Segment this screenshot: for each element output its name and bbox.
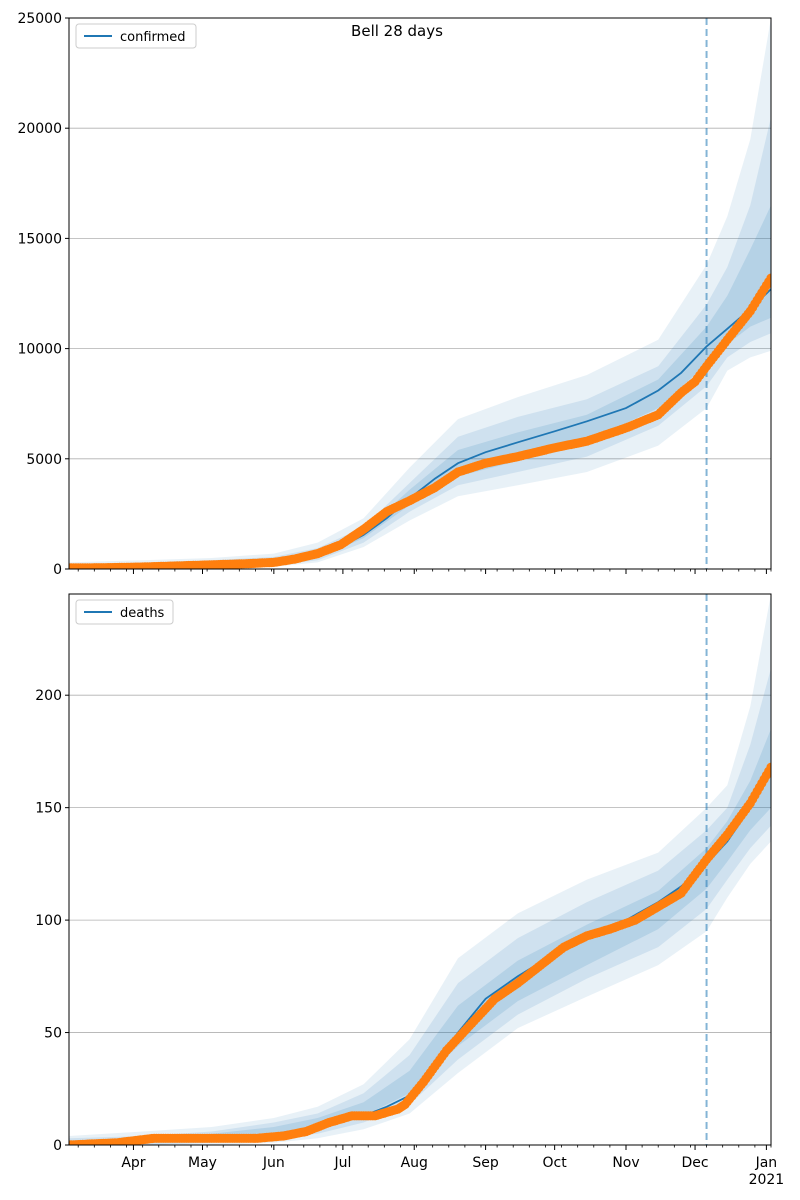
observed-point	[766, 762, 771, 772]
uncertainty-band	[69, 594, 771, 1145]
x-tick-sublabel: 2021	[749, 1172, 785, 1188]
legend-label: deaths	[120, 606, 165, 621]
axes-frame	[68, 17, 772, 570]
y-tick-label: 50	[44, 1026, 62, 1042]
y-tick-label: 0	[53, 1138, 62, 1154]
y-tick-label: 100	[35, 913, 62, 929]
y-tick-label: 20000	[17, 121, 62, 137]
legend-box	[75, 599, 174, 625]
y-tick-label: 150	[35, 801, 62, 817]
uncertainty-band	[69, 728, 771, 1145]
x-tick-label: Jul	[333, 1155, 351, 1171]
figure-title: Bell 28 days	[351, 22, 443, 40]
confirmed-panel: 0 5000 10000 15000 20000 25000 confirmed	[17, 11, 772, 578]
legend-label: confirmed	[120, 30, 186, 45]
axes-frame	[68, 593, 772, 1146]
uncertainty-band	[69, 668, 771, 1145]
x-tick-label: Nov	[612, 1155, 639, 1171]
plot-area	[69, 18, 771, 569]
y-tick-label: 10000	[17, 342, 62, 358]
x-tick-label: Jun	[262, 1155, 285, 1171]
y-tick-label: 25000	[17, 11, 62, 27]
x-tick-label: Aug	[401, 1155, 428, 1171]
x-tick-label: Sep	[472, 1155, 499, 1171]
y-tick-label: 0	[53, 562, 62, 578]
plot-area	[69, 594, 771, 1145]
x-tick-label: Dec	[681, 1155, 708, 1171]
x-tick-label: Oct	[543, 1155, 568, 1171]
x-tick-label: May	[188, 1155, 217, 1171]
legend-box	[75, 23, 197, 49]
y-tick-label: 200	[35, 688, 62, 704]
deaths-panel: 0 50 100 150 200 Apr May Jun Jul Aug Sep Oct Nov Dec J…	[35, 593, 785, 1188]
x-tick-label: Jan	[755, 1155, 778, 1171]
y-tick-label: 5000	[26, 452, 62, 468]
observed-point	[766, 273, 771, 283]
x-tick-label: Apr	[121, 1155, 145, 1171]
y-tick-label: 15000	[17, 231, 62, 247]
uncertainty-band	[69, 117, 771, 569]
uncertainty-band	[69, 18, 771, 569]
